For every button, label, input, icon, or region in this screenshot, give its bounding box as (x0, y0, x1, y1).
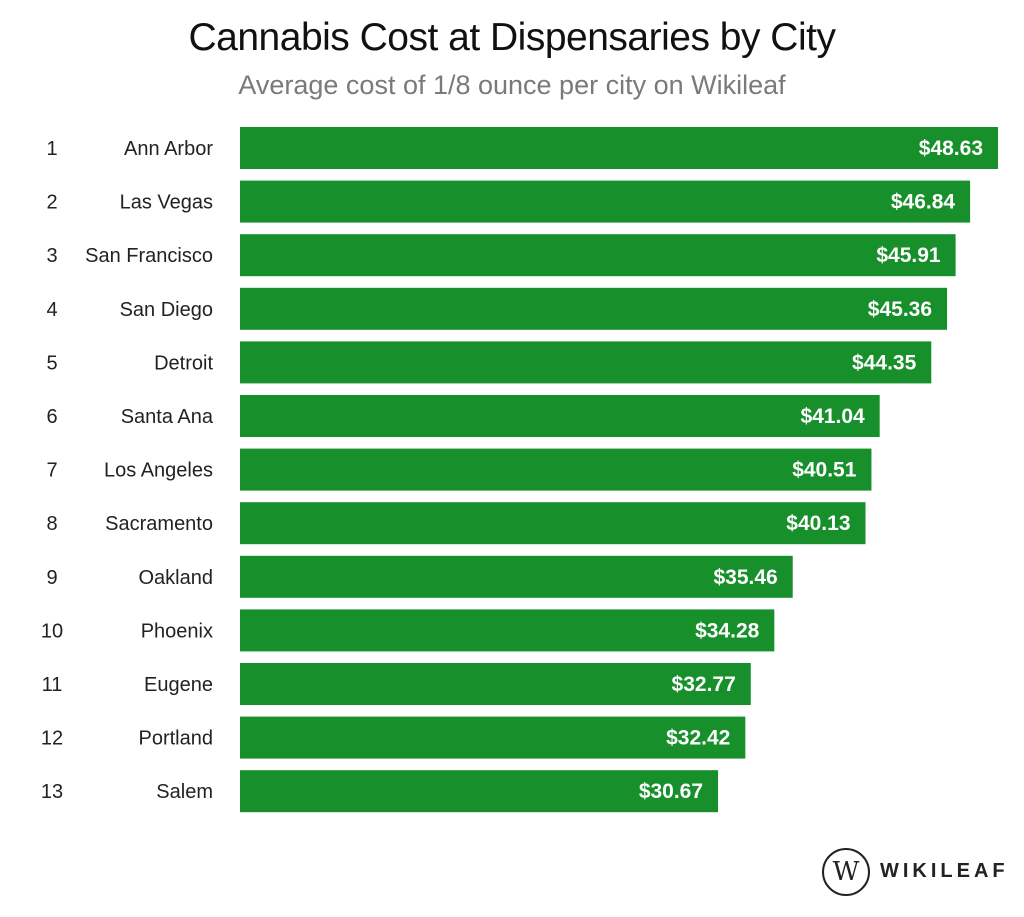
city-label: Sacramento (105, 513, 213, 535)
city-label: San Diego (120, 299, 213, 321)
city-label: Los Angeles (104, 460, 213, 482)
value-label: $44.35 (852, 351, 917, 374)
value-label: $34.28 (695, 619, 760, 642)
wikileaf-logo-icon: W (822, 848, 870, 896)
rank-label: 5 (46, 352, 57, 374)
rank-label: 4 (46, 299, 57, 321)
bar (240, 287, 948, 330)
bar (240, 770, 719, 813)
bar (240, 663, 751, 705)
value-label: $48.63 (919, 137, 983, 160)
city-label: Oakland (139, 567, 214, 589)
value-label: $35.46 (713, 566, 777, 589)
bar (240, 448, 872, 491)
rank-label: 2 (46, 192, 57, 214)
rank-label: 12 (41, 728, 63, 750)
bar (240, 341, 932, 384)
bar (240, 395, 880, 437)
brand-name: WIKILEAF (880, 860, 1009, 882)
bar (240, 716, 746, 759)
rank-label: 8 (46, 513, 57, 535)
value-label: $41.04 (800, 405, 865, 428)
bar (240, 180, 971, 223)
value-label: $40.13 (786, 512, 850, 535)
city-label: Ann Arbor (124, 138, 213, 160)
bar (240, 609, 775, 652)
bar (240, 502, 866, 545)
value-label: $40.51 (792, 459, 857, 482)
value-label: $32.77 (672, 673, 736, 696)
rank-label: 13 (41, 781, 63, 803)
bar (240, 234, 956, 277)
bar (240, 555, 793, 598)
city-label: Eugene (144, 674, 213, 696)
value-label: $45.36 (868, 298, 932, 321)
value-label: $30.67 (639, 780, 703, 803)
city-label: Portland (139, 728, 214, 750)
city-label: San Francisco (85, 245, 213, 267)
bar (240, 127, 998, 169)
city-label: Santa Ana (121, 406, 214, 428)
city-label: Las Vegas (120, 192, 213, 214)
rank-label: 11 (42, 674, 63, 696)
value-label: $46.84 (891, 191, 956, 214)
value-label: $45.91 (876, 244, 941, 267)
city-label: Phoenix (141, 620, 213, 642)
rank-label: 6 (46, 406, 57, 428)
rank-label: 10 (41, 620, 63, 642)
value-label: $32.42 (666, 727, 730, 750)
city-label: Salem (156, 781, 213, 803)
rank-label: 3 (46, 245, 57, 267)
rank-label: 9 (46, 567, 57, 589)
chart-title: Cannabis Cost at Dispensaries by City (188, 16, 836, 59)
chart-subtitle: Average cost of 1/8 ounce per city on Wi… (238, 70, 786, 100)
rank-label: 7 (46, 460, 57, 482)
city-label: Detroit (154, 352, 213, 374)
rank-label: 1 (46, 138, 57, 160)
